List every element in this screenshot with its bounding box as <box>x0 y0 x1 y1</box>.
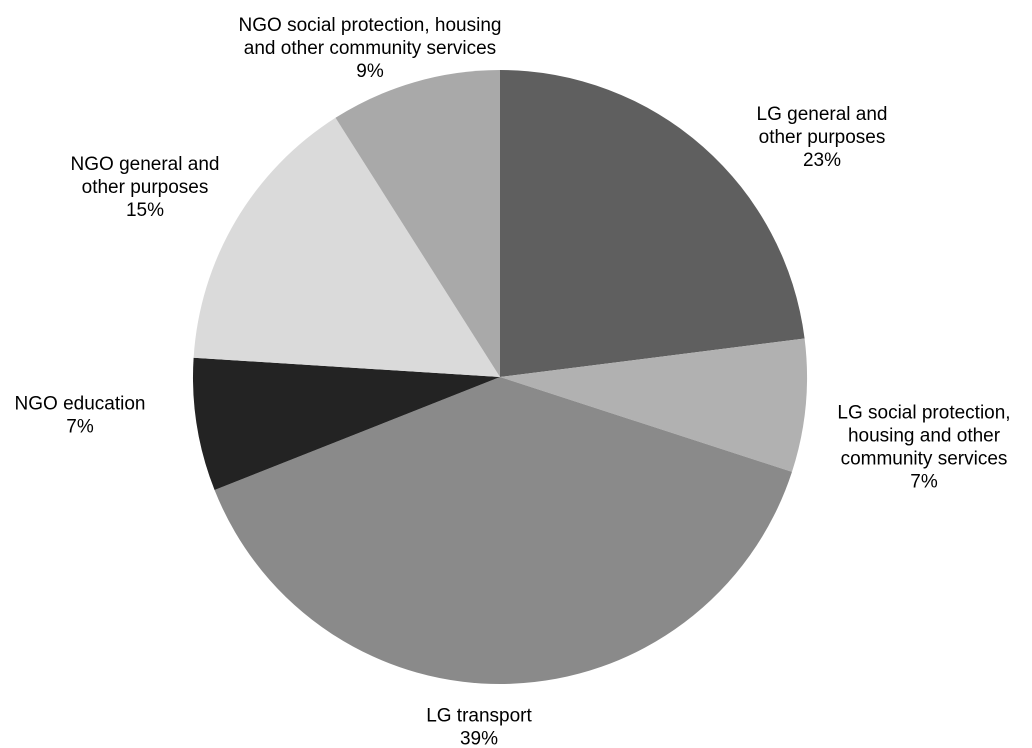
slice-value-label: 7% <box>66 417 94 438</box>
slice-name-line: LG transport <box>426 706 532 727</box>
slice-name-line: community services <box>841 449 1008 470</box>
slice-value-label: 23% <box>803 150 841 171</box>
slice-name-line: housing and other <box>848 426 1001 447</box>
slice-label-4: NGO general and other purposes 15% <box>71 154 220 221</box>
slice-label-2: LG transport 39% <box>426 706 532 748</box>
slice-label-3: NGO education 7% <box>15 394 146 438</box>
pie-slice-0 <box>500 70 805 377</box>
slice-name-line: NGO social protection, housing <box>239 15 502 36</box>
pie-slice-1 <box>500 338 807 472</box>
slice-value-label: 9% <box>356 61 384 82</box>
slice-name-line: other purposes <box>759 127 886 148</box>
slice-name-line: other purposes <box>82 177 209 198</box>
slice-value-label: 15% <box>126 200 164 221</box>
slice-label-1: LG social protection, housing and other co… <box>837 403 1010 493</box>
slice-name-line: and other community services <box>244 38 496 59</box>
pie-slice-4 <box>193 117 501 377</box>
pie-slice-2 <box>214 377 792 684</box>
slice-name-line: LG social protection, <box>837 403 1010 424</box>
slice-name-line: NGO education <box>15 394 146 415</box>
slice-value-label: 39% <box>460 729 498 748</box>
slice-label-0: LG general and other purposes 23% <box>757 104 888 171</box>
slice-name-line: NGO general and <box>71 154 220 175</box>
pie-slice-5 <box>335 70 500 377</box>
slice-label-5: NGO social protection, housing and other … <box>239 15 502 82</box>
pie-slice-3 <box>193 357 501 491</box>
slice-value-label: 7% <box>910 472 938 493</box>
slice-name-line: LG general and <box>757 104 888 125</box>
